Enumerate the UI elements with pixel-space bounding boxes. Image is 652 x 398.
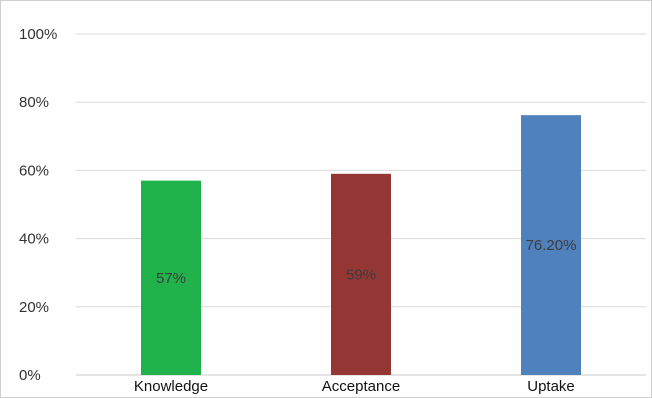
data-label: 57% [156, 270, 186, 287]
x-category-label: Uptake [527, 378, 575, 395]
data-labels: 57% 59% 76.20% [156, 237, 576, 287]
bar-uptake [521, 115, 581, 376]
y-tick-label: 100% [19, 26, 57, 43]
bar-knowledge [141, 180, 201, 375]
y-tick-label: 40% [19, 231, 49, 248]
x-category-label: Knowledge [134, 378, 208, 395]
bars [141, 115, 581, 376]
y-tick-label: 0% [19, 367, 41, 384]
data-label: 59% [346, 266, 376, 283]
y-axis-ticks: 0% 20% 40% 60% 80% 100% [19, 26, 57, 384]
y-tick-label: 60% [19, 162, 49, 179]
x-category-label: Acceptance [322, 378, 400, 395]
y-tick-label: 80% [19, 94, 49, 111]
bar-acceptance [331, 173, 391, 375]
x-axis-labels: Knowledge Acceptance Uptake [134, 378, 575, 395]
y-tick-label: 20% [19, 299, 49, 316]
data-label: 76.20% [526, 237, 577, 254]
